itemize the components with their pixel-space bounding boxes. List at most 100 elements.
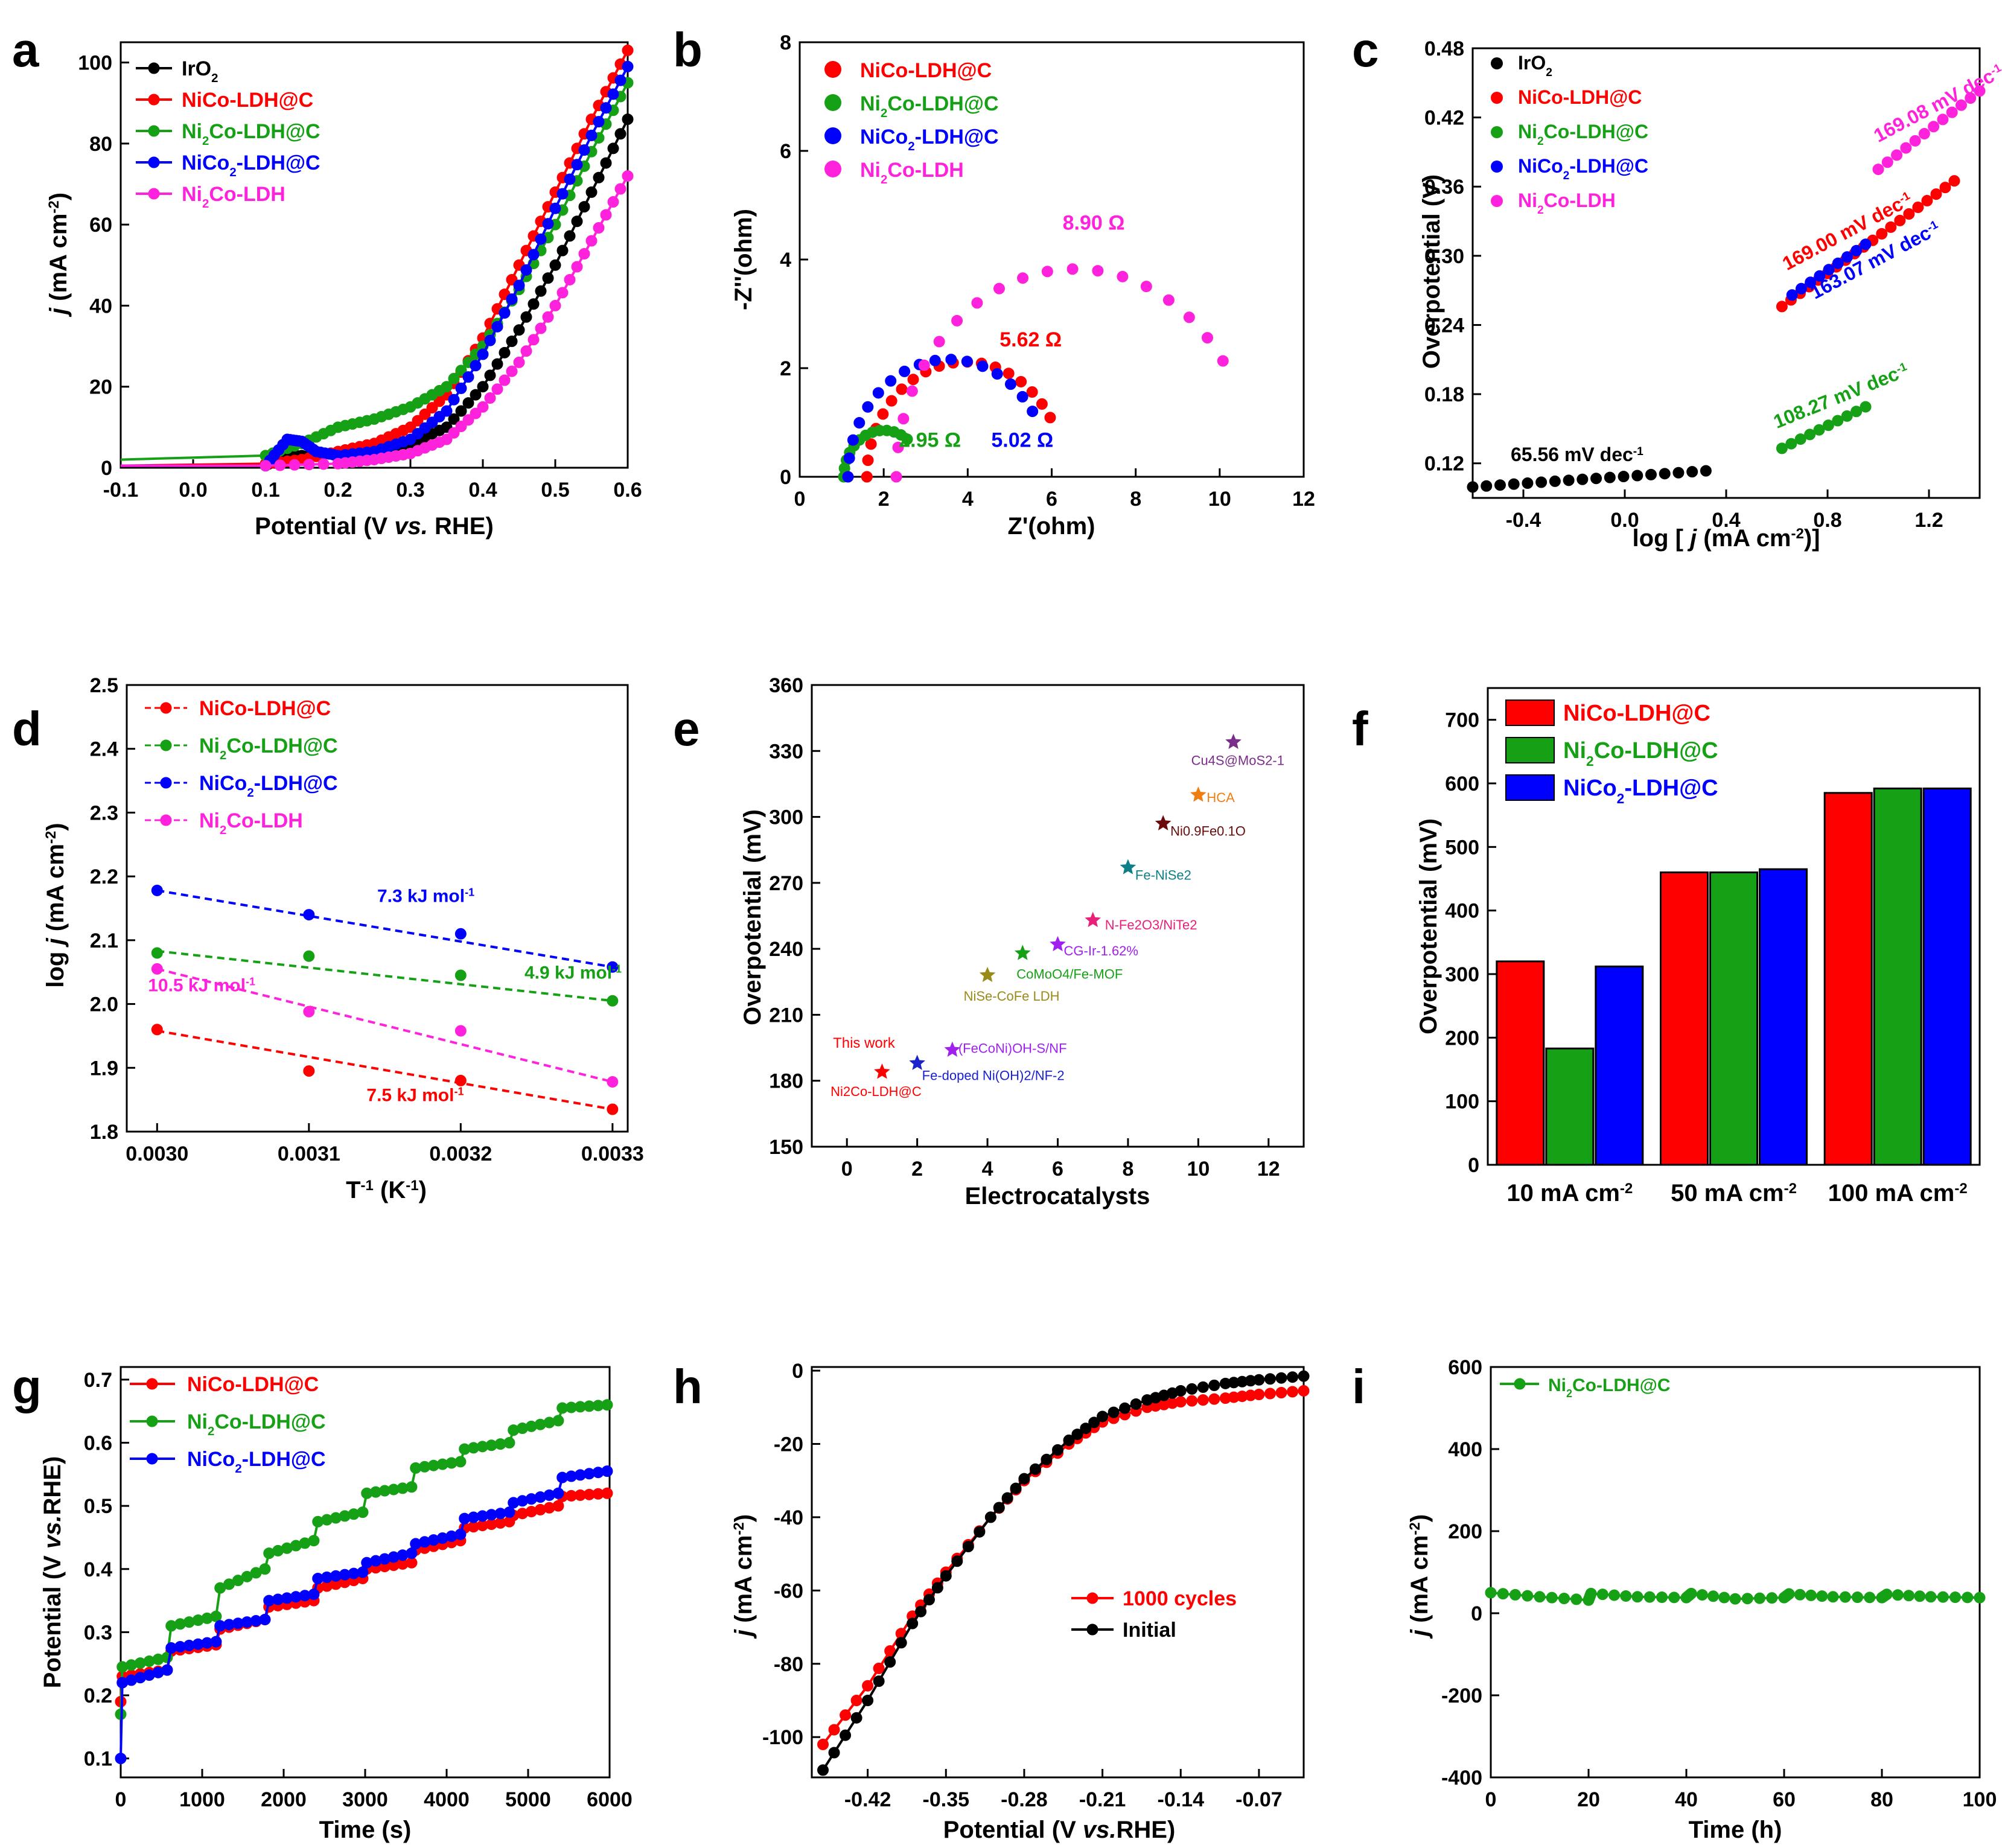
data-point xyxy=(1686,466,1698,478)
y-axis-title: -Z''(ohm) xyxy=(730,209,757,310)
data-point xyxy=(491,358,503,370)
legend-marker xyxy=(146,1453,158,1465)
panel-label: c xyxy=(1352,23,1379,77)
data-point xyxy=(1939,182,1951,194)
data-point xyxy=(308,1588,320,1601)
data-point xyxy=(1795,282,1807,295)
data-point xyxy=(556,244,569,256)
data-point xyxy=(571,261,583,273)
data-point xyxy=(1832,415,1844,427)
data-point xyxy=(1668,1592,1680,1604)
fit-line xyxy=(157,949,613,1002)
data-point xyxy=(470,389,482,401)
data-point xyxy=(357,1566,369,1578)
data-point xyxy=(556,188,569,200)
data-point xyxy=(940,1570,952,1582)
data-point xyxy=(571,215,583,228)
legend-label: Ni2Co-LDH xyxy=(1518,190,1616,217)
data-point xyxy=(1015,375,1027,387)
data-point xyxy=(303,459,315,471)
data-point xyxy=(1885,221,1897,233)
legend-marker xyxy=(1514,1378,1526,1390)
data-point xyxy=(499,374,511,386)
x-tick-label: -0.07 xyxy=(1235,1788,1283,1811)
y-axis-title: Overpotential (V) xyxy=(1418,174,1445,369)
y-axis-title: Overpotential (mV) xyxy=(1415,818,1442,1034)
annotation: 5.62 Ω xyxy=(999,328,1062,351)
data-point xyxy=(1937,113,1949,126)
x-tick-label: 20 xyxy=(1577,1788,1600,1811)
legend-label: Ni2Co-LDH xyxy=(199,809,303,837)
y-axis-title: j (mA cm-2) xyxy=(45,193,72,317)
data-point xyxy=(1685,1587,1697,1599)
plot-frame xyxy=(126,684,629,1133)
x-tick-label: 0.0 xyxy=(179,479,207,502)
data-point xyxy=(210,1610,222,1622)
point-label: CoMoO4/Fe-MOF xyxy=(1016,966,1123,981)
data-point xyxy=(945,354,957,366)
data-point xyxy=(1864,1592,1876,1604)
data-point xyxy=(923,1594,935,1606)
data-point xyxy=(1881,156,1893,168)
data-point xyxy=(470,407,482,419)
data-point xyxy=(260,460,272,472)
data-point xyxy=(1286,1386,1298,1398)
data-point xyxy=(885,375,897,387)
x-axis-title: Potential (V vs. RHE) xyxy=(255,513,494,540)
data-point xyxy=(1585,1587,1597,1599)
data-point xyxy=(1052,1444,1063,1456)
data-point xyxy=(303,909,315,921)
y-tick-label: 0.18 xyxy=(1424,383,1464,406)
y-tick-label: 2.2 xyxy=(90,865,118,888)
data-point xyxy=(477,348,489,360)
legend-label: NiCo2-LDH@C xyxy=(1518,155,1648,182)
data-point xyxy=(317,458,330,470)
data-point xyxy=(1814,270,1826,282)
x-tick-label: 5000 xyxy=(505,1788,551,1811)
data-point xyxy=(1805,1589,1817,1601)
data-point xyxy=(448,413,460,425)
data-point xyxy=(977,360,989,372)
x-tick-label: -0.21 xyxy=(1079,1788,1126,1811)
y-tick-label: 6 xyxy=(780,140,791,163)
data-point xyxy=(1696,1589,1708,1601)
data-point xyxy=(907,1617,919,1630)
data-point xyxy=(513,279,525,292)
data-point xyxy=(1965,92,1977,104)
x-tick-label: 100 xyxy=(1963,1788,1997,1811)
bar xyxy=(1660,871,1709,1166)
data-point xyxy=(984,1511,996,1523)
legend-label: NiCo-LDH@C xyxy=(182,89,313,112)
data-point xyxy=(861,471,873,483)
data-point xyxy=(585,129,598,141)
data-point xyxy=(1018,1473,1030,1485)
data-point xyxy=(1036,398,1048,410)
data-point xyxy=(1522,1590,1534,1602)
data-point xyxy=(1140,281,1152,293)
point-label: Fe-doped Ni(OH)2/NF-2 xyxy=(922,1068,1065,1083)
data-point xyxy=(1805,276,1817,288)
bar xyxy=(1759,868,1808,1166)
y-tick-label: 100 xyxy=(78,52,112,75)
data-point xyxy=(455,365,467,377)
data-point xyxy=(1903,208,1915,220)
data-point xyxy=(1876,228,1888,240)
data-point xyxy=(1119,1402,1131,1414)
data-point xyxy=(1822,419,1834,432)
y-tick-label: 180 xyxy=(769,1070,803,1093)
data-point xyxy=(578,144,590,156)
x-tick-label: 0.5 xyxy=(541,479,569,502)
data-point xyxy=(1729,1593,1741,1605)
data-point xyxy=(441,381,453,393)
y-tick-label: 0 xyxy=(792,1360,803,1383)
data-point xyxy=(1892,1589,1904,1601)
data-point xyxy=(549,259,561,271)
data-point xyxy=(862,454,874,467)
data-point xyxy=(454,1456,467,1468)
data-point xyxy=(974,1526,986,1538)
data-point xyxy=(961,355,973,368)
panel-label: f xyxy=(1352,702,1368,756)
x-tick-label: 0 xyxy=(794,488,806,511)
x-tick-label: 40 xyxy=(1675,1788,1698,1811)
data-point xyxy=(556,287,569,299)
